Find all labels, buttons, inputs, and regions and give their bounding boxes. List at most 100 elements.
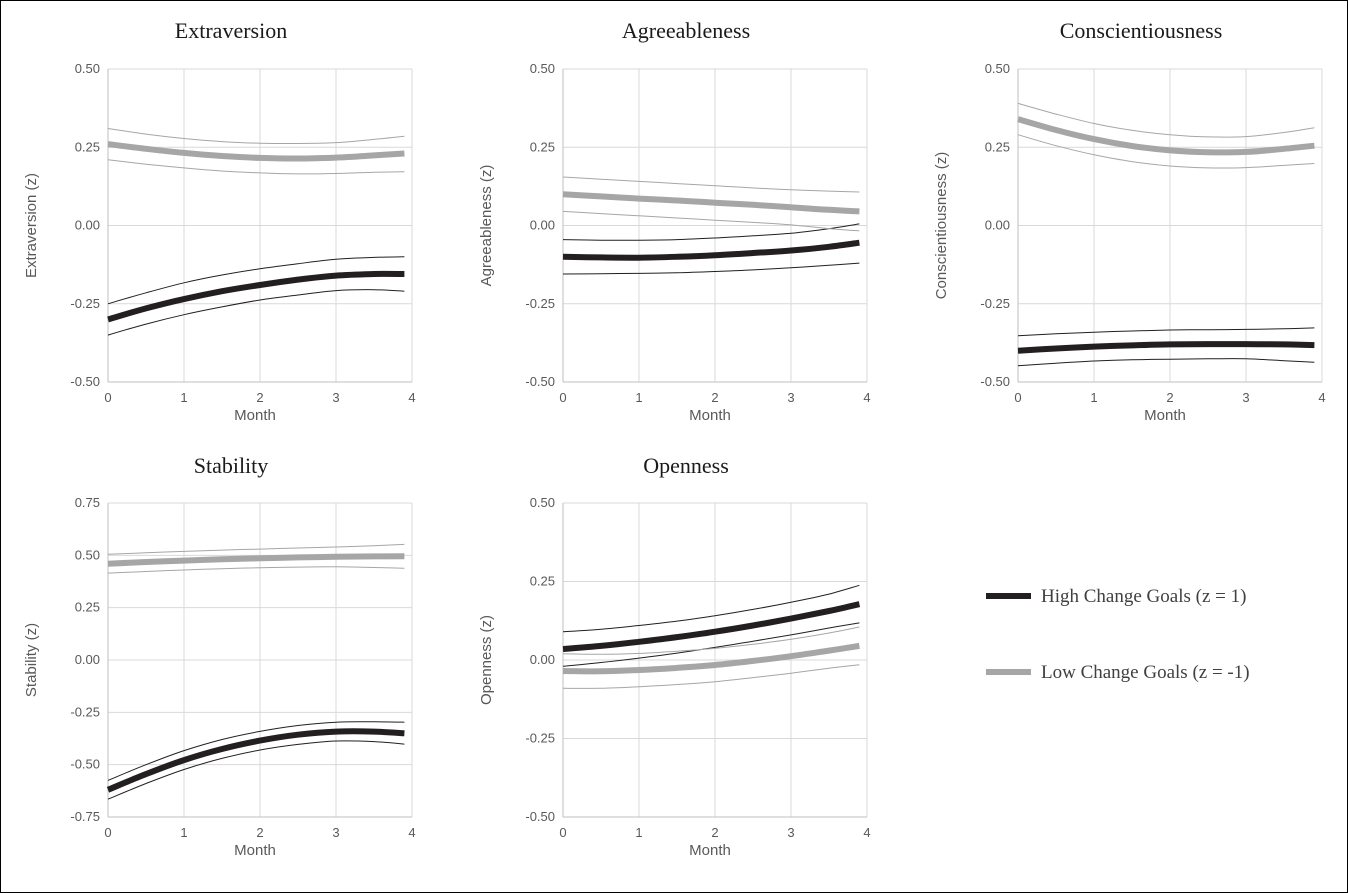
- series-line-high-lower-bound: [1017, 358, 1315, 367]
- x-tick-label: 4: [863, 825, 870, 840]
- x-tick-label: 3: [787, 390, 794, 405]
- series-line-low-lower-bound: [562, 664, 860, 689]
- chart-panel: 0.50 0.25 0.00 -0.25 -0.50 0 1 2 3 4 Month Agreeabl…: [478, 18, 871, 424]
- series-line-high-lower-bound: [107, 740, 405, 800]
- series-line-low-lower-bound: [107, 159, 405, 175]
- y-axis-title: Stability (z): [23, 623, 40, 697]
- x-tick-label: 3: [332, 825, 339, 840]
- series-line-low-upper-bound: [1017, 102, 1315, 138]
- y-tick-label: 0.25: [75, 600, 100, 615]
- y-tick-label: -0.25: [980, 296, 1010, 311]
- series-line-low-lower-bound: [1017, 134, 1315, 169]
- series-line-low-upper-bound: [107, 128, 405, 145]
- y-tick-label: 0.25: [530, 139, 555, 154]
- x-tick-label: 2: [711, 825, 718, 840]
- series-line-low-estimate: [107, 553, 405, 567]
- y-tick-label: 0.00: [75, 218, 100, 233]
- series-line-high-estimate: [562, 239, 860, 261]
- x-tick-label: 2: [256, 825, 263, 840]
- x-axis-title: Month: [689, 407, 731, 424]
- x-tick-label: 4: [408, 825, 415, 840]
- x-axis-title: Month: [1144, 407, 1186, 424]
- y-tick-label: -0.50: [980, 374, 1010, 389]
- y-tick-label: 0.50: [75, 61, 100, 76]
- y-tick-label: 0.25: [75, 139, 100, 154]
- series-line-high-upper-bound: [107, 721, 405, 781]
- y-tick-label: -0.25: [70, 296, 100, 311]
- y-tick-label: 0.50: [530, 495, 555, 510]
- y-tick-label: -0.75: [70, 809, 100, 824]
- y-tick-label: -0.25: [525, 731, 555, 746]
- y-tick-label: 0.00: [75, 652, 100, 667]
- legend-label: High Change Goals (z = 1): [1041, 586, 1246, 607]
- series-line-low-estimate: [107, 141, 405, 162]
- series-line-high-lower-bound: [107, 289, 405, 336]
- y-tick-label: 0.50: [75, 547, 100, 562]
- series-line-low-estimate: [1017, 116, 1315, 156]
- y-tick-label: 0.25: [530, 574, 555, 589]
- x-tick-label: 1: [180, 825, 187, 840]
- x-tick-label: 2: [256, 390, 263, 405]
- x-tick-label: 0: [104, 390, 111, 405]
- y-tick-label: 0.00: [985, 218, 1010, 233]
- chart-panel: 0.50 0.25 0.00 -0.25 -0.50 0 1 2 3 4 Month Openness…: [478, 453, 871, 859]
- y-tick-label: -0.50: [70, 374, 100, 389]
- chart-panel: 0.50 0.25 0.00 -0.25 -0.50 0 1 2 3 4 Month Extraver…: [23, 18, 416, 424]
- y-tick-label: 0.75: [75, 495, 100, 510]
- panel-title: Extraversion: [175, 18, 287, 43]
- series-line-low-upper-bound: [562, 176, 860, 193]
- y-tick-label: 0.50: [985, 61, 1010, 76]
- y-tick-label: -0.25: [70, 704, 100, 719]
- x-axis-title: Month: [234, 407, 276, 424]
- x-tick-label: 2: [1166, 390, 1173, 405]
- series-line-low-estimate: [562, 191, 860, 215]
- series-line-low-lower-bound: [107, 566, 405, 574]
- y-tick-label: -0.25: [525, 296, 555, 311]
- y-tick-label: -0.50: [70, 757, 100, 772]
- x-tick-label: 0: [559, 825, 566, 840]
- series-line-high-lower-bound: [562, 262, 860, 275]
- y-tick-label: 0.25: [985, 139, 1010, 154]
- y-axis-title: Extraversion (z): [23, 173, 40, 278]
- x-tick-label: 0: [559, 390, 566, 405]
- y-tick-label: 0.00: [530, 218, 555, 233]
- panel-title: Conscientiousness: [1060, 18, 1223, 43]
- chart-panel: 0.50 0.25 0.00 -0.25 -0.50 0 1 2 3 4 Month Conscien…: [933, 18, 1326, 424]
- x-tick-label: 4: [1318, 390, 1325, 405]
- y-tick-label: -0.50: [525, 374, 555, 389]
- series-line-low-lower-bound: [562, 210, 860, 232]
- panel-title: Stability: [194, 453, 269, 478]
- series-line-low-upper-bound: [107, 543, 405, 555]
- x-tick-label: 1: [635, 825, 642, 840]
- series-line-low-estimate: [562, 642, 860, 675]
- series-line-high-estimate: [106, 728, 405, 793]
- x-tick-label: 3: [787, 825, 794, 840]
- x-axis-title: Month: [689, 842, 731, 859]
- series-line-high-lower-bound: [562, 622, 860, 667]
- y-tick-label: 0.50: [530, 61, 555, 76]
- x-tick-label: 4: [863, 390, 870, 405]
- x-tick-label: 3: [332, 390, 339, 405]
- series-line-high-upper-bound: [1017, 327, 1315, 337]
- series-line-high-estimate: [562, 601, 861, 652]
- series-line-high-estimate: [107, 270, 405, 323]
- x-tick-label: 1: [180, 390, 187, 405]
- series-line-high-upper-bound: [562, 223, 860, 241]
- y-tick-label: 0.00: [530, 652, 555, 667]
- y-axis-title: Openness (z): [478, 615, 495, 705]
- y-axis-title: Agreeableness (z): [478, 165, 495, 287]
- x-tick-label: 3: [1242, 390, 1249, 405]
- panel-title: Agreeableness: [622, 18, 750, 43]
- series-line-low-upper-bound: [562, 626, 860, 655]
- x-tick-label: 1: [635, 390, 642, 405]
- series-line-high-upper-bound: [562, 584, 860, 633]
- y-tick-label: -0.50: [525, 809, 555, 824]
- y-axis-title: Conscientiousness (z): [933, 152, 950, 300]
- legend: High Change Goals (z = 1) Low Change Goal…: [986, 586, 1250, 683]
- chart-panel: 0.75 0.50 0.25 0.00 -0.25 -0.50 -0.75 0 1 2 3 4 Mont…: [23, 453, 416, 859]
- x-tick-label: 2: [711, 390, 718, 405]
- x-tick-label: 1: [1090, 390, 1097, 405]
- legend-label: Low Change Goals (z = -1): [1041, 662, 1250, 683]
